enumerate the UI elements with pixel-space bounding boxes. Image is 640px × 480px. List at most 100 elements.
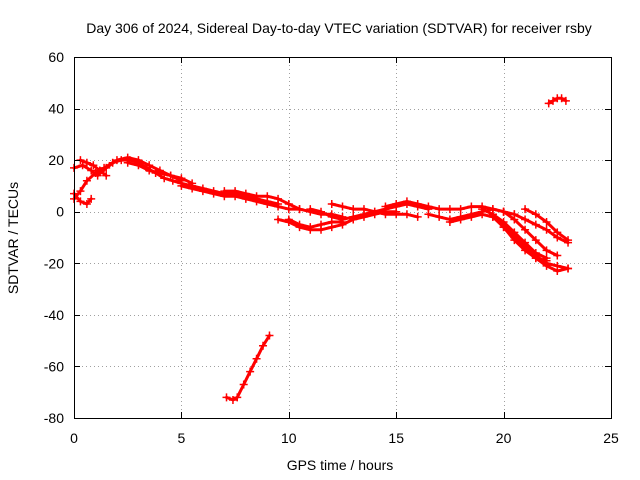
data-point (252, 192, 261, 201)
data-point (402, 210, 411, 219)
data-point (338, 215, 347, 224)
data-point (531, 210, 540, 219)
data-point (177, 174, 186, 183)
x-tick-label: 20 (496, 430, 512, 446)
data-point (82, 176, 91, 185)
data-point (499, 207, 508, 216)
data-point (102, 163, 111, 172)
data-point (284, 199, 293, 208)
data-point (549, 96, 558, 105)
y-tick-label: 40 (48, 101, 64, 117)
data-point (284, 215, 293, 224)
grid (74, 57, 611, 418)
data-point (76, 187, 85, 196)
data-point (521, 225, 530, 234)
x-tick-label: 0 (70, 430, 78, 446)
x-tick-label: 25 (603, 430, 619, 446)
y-tick-label: -40 (44, 307, 64, 323)
data-point (521, 205, 530, 214)
data-point (435, 205, 444, 214)
series-line (502, 210, 559, 257)
data-point (349, 212, 358, 221)
data-point (89, 161, 98, 170)
data-point (93, 171, 102, 180)
data-point (553, 267, 562, 276)
data-point (231, 187, 240, 196)
x-tick-label: 15 (388, 430, 404, 446)
data-point (478, 205, 487, 214)
data-series (70, 94, 573, 404)
data-point (112, 156, 121, 165)
data-point (392, 199, 401, 208)
data-point (456, 205, 465, 214)
x-tick-label: 10 (281, 430, 297, 446)
data-point (246, 367, 255, 376)
chart-title: Day 306 of 2024, Sidereal Day-to-day VTE… (86, 20, 592, 36)
data-point (263, 199, 272, 208)
y-tick-label: 20 (48, 152, 64, 168)
data-point (241, 189, 250, 198)
data-point (542, 254, 551, 263)
data-point (499, 223, 508, 232)
data-point (155, 169, 164, 178)
data-point (467, 212, 476, 221)
y-tick-label: 60 (48, 49, 64, 65)
data-point (424, 210, 433, 219)
data-point (274, 202, 283, 211)
data-point (531, 220, 540, 229)
data-point (542, 218, 551, 227)
data-point (542, 225, 551, 234)
data-point (521, 243, 530, 252)
y-tick-label: -20 (44, 255, 64, 271)
series-arc-e (123, 158, 197, 188)
data-point (274, 194, 283, 203)
y-tick-labels: -80 -60 -40 -20 0 20 40 60 (44, 49, 64, 426)
data-point (306, 223, 315, 232)
data-point (228, 395, 237, 404)
data-point (338, 202, 347, 211)
data-point (102, 171, 111, 180)
data-point (488, 212, 497, 221)
data-point (198, 187, 207, 196)
data-point (265, 331, 274, 340)
series-line (72, 156, 183, 183)
x-tick-labels: 0 5 10 15 20 25 (70, 430, 619, 446)
data-point (413, 212, 422, 221)
data-point (435, 212, 444, 221)
data-point (531, 236, 540, 245)
plot-frame (74, 57, 612, 419)
data-point (317, 207, 326, 216)
y-tick-label: -60 (44, 358, 64, 374)
series-arc-q (499, 207, 562, 260)
series-line (491, 215, 570, 273)
data-point (222, 393, 231, 402)
data-point (392, 210, 401, 219)
data-point (188, 184, 197, 193)
data-point (553, 228, 562, 237)
data-point (87, 194, 96, 203)
data-point (259, 341, 268, 350)
data-point (134, 161, 143, 170)
data-point (467, 202, 476, 211)
data-point (521, 215, 530, 224)
y-tick-label: 0 (56, 204, 64, 220)
series-line (72, 192, 93, 206)
y-axis-label: SDTVAR / TECUs (5, 182, 21, 294)
series-arc-k (327, 199, 422, 221)
data-point (445, 205, 454, 214)
x-axis-label: GPS time / hours (287, 457, 394, 473)
data-point (76, 197, 85, 206)
data-point (402, 197, 411, 206)
data-point (510, 210, 519, 219)
data-point (349, 205, 358, 214)
data-point (177, 181, 186, 190)
series-arc-n (445, 210, 573, 273)
data-point (327, 212, 336, 221)
data-point (166, 171, 175, 180)
series-arc-v (222, 331, 274, 404)
data-point (510, 233, 519, 242)
data-point (145, 166, 154, 175)
data-point (424, 202, 433, 211)
data-point (306, 205, 315, 214)
